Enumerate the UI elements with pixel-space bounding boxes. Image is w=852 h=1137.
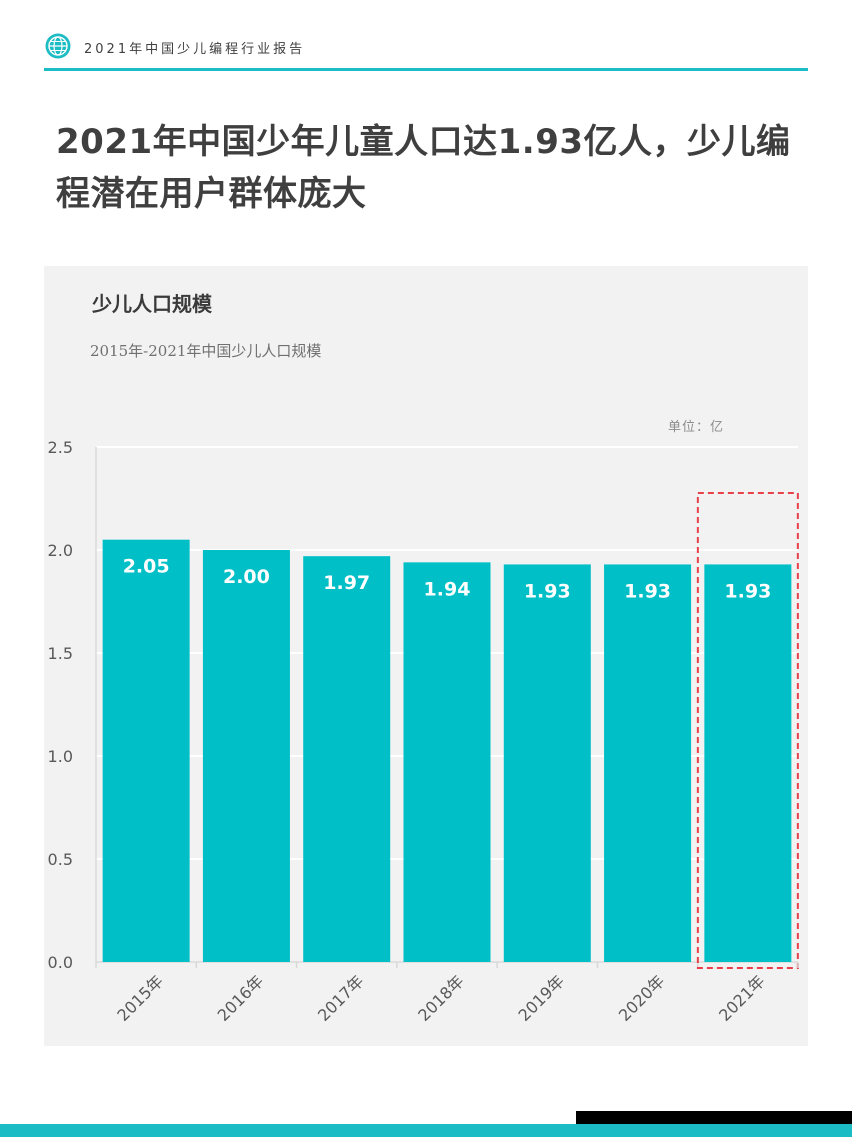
x-tick-label: 2021年 — [715, 971, 769, 1025]
bar — [303, 556, 391, 962]
data-label: 2.05 — [123, 556, 170, 578]
bar — [202, 550, 290, 962]
header-divider — [44, 68, 808, 71]
x-tick-label: 2018年 — [414, 971, 468, 1025]
data-label: 1.93 — [524, 580, 571, 602]
x-tick-label: 2017年 — [314, 971, 368, 1025]
x-tick-label: 2016年 — [214, 971, 268, 1025]
y-tick-label: 2.0 — [48, 541, 73, 560]
footer-dark-bar — [576, 1111, 852, 1124]
bar — [604, 564, 692, 962]
y-tick-label: 0.0 — [48, 953, 73, 972]
x-tick-label: 2020年 — [615, 971, 669, 1025]
data-label: 1.97 — [323, 572, 370, 594]
y-tick-label: 1.0 — [48, 747, 73, 766]
x-tick-label: 2015年 — [113, 971, 167, 1025]
y-tick-label: 1.5 — [48, 644, 73, 663]
highlight-box — [696, 492, 799, 969]
report-title: 2021年中国少儿编程行业报告 — [84, 42, 306, 57]
bar — [704, 564, 792, 962]
data-label: 1.93 — [724, 580, 771, 602]
x-tick-label: 2019年 — [515, 971, 569, 1025]
chart-subtitle: 2015年-2021年中国少儿人口规模 — [90, 342, 322, 360]
bar — [102, 539, 190, 962]
y-tick-label: 0.5 — [48, 850, 73, 869]
globe-icon — [45, 33, 71, 59]
unit-label: 单位：亿 — [668, 420, 725, 435]
report-header: 2021年中国少儿编程行业报告 — [44, 32, 808, 70]
bar — [503, 564, 591, 962]
page-headline: 2021年中国少年儿童人口达1.93亿人，少儿编程潜在用户群体庞大 — [56, 122, 791, 214]
data-label: 1.94 — [424, 578, 471, 600]
y-tick-label: 2.5 — [48, 438, 73, 457]
footer-accent-bar — [0, 1124, 852, 1137]
data-label: 2.00 — [223, 566, 270, 588]
chart-panel-title: 少儿人口规模 — [92, 292, 212, 316]
bar — [403, 562, 491, 962]
data-label: 1.93 — [624, 580, 671, 602]
